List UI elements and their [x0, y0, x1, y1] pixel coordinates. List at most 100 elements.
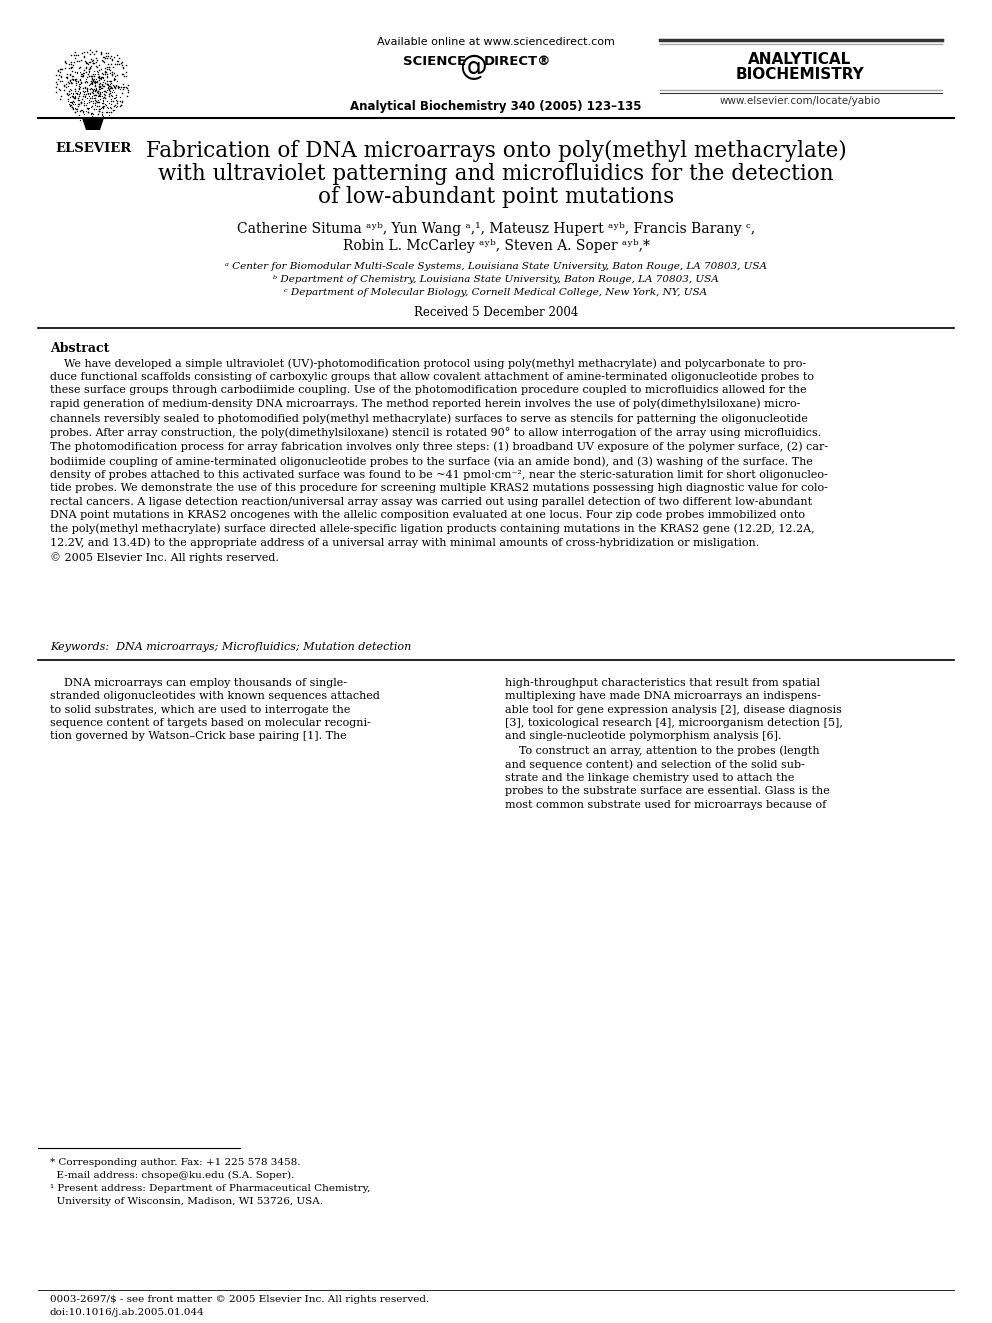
Point [102, 102, 118, 123]
Point [103, 94, 119, 115]
Point [75, 85, 91, 106]
Point [75, 46, 91, 67]
Point [113, 94, 129, 115]
Point [99, 65, 115, 86]
Point [94, 66, 110, 87]
Point [90, 108, 106, 130]
Point [104, 61, 120, 82]
Point [67, 87, 83, 108]
Point [90, 103, 106, 124]
Point [83, 103, 99, 124]
Point [107, 77, 123, 98]
Point [89, 95, 105, 116]
Point [75, 90, 91, 111]
Point [75, 66, 91, 87]
Point [62, 57, 78, 78]
Point [115, 73, 131, 94]
Point [86, 78, 102, 99]
Point [108, 50, 124, 71]
Point [63, 52, 79, 73]
Point [92, 89, 108, 110]
Point [83, 103, 99, 124]
Point [100, 79, 116, 101]
Point [94, 102, 110, 123]
Point [85, 103, 101, 124]
Point [108, 85, 124, 106]
Point [113, 53, 129, 74]
Point [95, 90, 111, 111]
Point [91, 101, 107, 122]
Point [84, 74, 100, 95]
Text: ᶜ Department of Molecular Biology, Cornell Medical College, New York, NY, USA: ᶜ Department of Molecular Biology, Corne… [285, 288, 707, 296]
Point [71, 73, 87, 94]
Point [82, 82, 98, 103]
Point [64, 66, 80, 87]
Point [108, 97, 124, 118]
Text: DNA microarrays can employ thousands of single-
stranded oligonucleotides with k: DNA microarrays can employ thousands of … [50, 677, 380, 741]
Point [97, 81, 113, 102]
Point [99, 74, 115, 95]
Point [67, 45, 83, 66]
Point [57, 79, 72, 101]
Point [118, 66, 134, 87]
Point [103, 102, 119, 123]
Point [105, 99, 121, 120]
Point [103, 98, 119, 119]
Point [86, 87, 102, 108]
Point [68, 73, 84, 94]
Point [92, 83, 108, 105]
Text: Received 5 December 2004: Received 5 December 2004 [414, 306, 578, 319]
Point [82, 56, 98, 77]
Point [84, 71, 100, 93]
Point [90, 86, 106, 107]
Point [88, 91, 104, 112]
Point [72, 71, 88, 93]
Point [113, 94, 129, 115]
Point [104, 86, 120, 107]
Point [121, 79, 137, 101]
Point [93, 77, 109, 98]
Point [69, 93, 85, 114]
Point [51, 69, 66, 90]
Point [88, 52, 104, 73]
Point [62, 94, 77, 115]
Point [91, 75, 107, 97]
Text: Available online at www.sciencedirect.com: Available online at www.sciencedirect.co… [377, 37, 615, 48]
Point [59, 77, 74, 98]
Point [76, 83, 92, 105]
Point [78, 62, 94, 83]
Point [100, 78, 116, 99]
Point [83, 97, 99, 118]
Point [90, 64, 106, 85]
Point [81, 74, 97, 95]
Point [64, 86, 80, 107]
Point [76, 103, 92, 124]
Point [103, 53, 119, 74]
Point [71, 78, 87, 99]
Point [79, 98, 95, 119]
Point [102, 82, 118, 103]
Point [75, 101, 91, 122]
Text: University of Wisconsin, Madison, WI 53726, USA.: University of Wisconsin, Madison, WI 537… [50, 1197, 323, 1207]
Point [62, 53, 78, 74]
Point [53, 89, 68, 110]
Point [91, 101, 107, 122]
Point [95, 46, 111, 67]
Point [96, 52, 112, 73]
Point [77, 77, 93, 98]
Point [103, 85, 119, 106]
Point [71, 57, 87, 78]
Point [106, 62, 122, 83]
Point [65, 83, 81, 105]
Point [87, 79, 103, 101]
Text: 0003-2697/$ - see front matter © 2005 Elsevier Inc. All rights reserved.: 0003-2697/$ - see front matter © 2005 El… [50, 1295, 430, 1304]
Point [96, 94, 112, 115]
Point [77, 81, 93, 102]
Point [83, 71, 99, 93]
Point [83, 49, 99, 70]
Point [88, 69, 104, 90]
Text: We have developed a simple ultraviolet (UV)-photomodification protocol using pol: We have developed a simple ultraviolet (… [50, 359, 828, 562]
Point [82, 52, 98, 73]
Point [73, 64, 89, 85]
Text: ANALYTICAL: ANALYTICAL [748, 52, 851, 67]
